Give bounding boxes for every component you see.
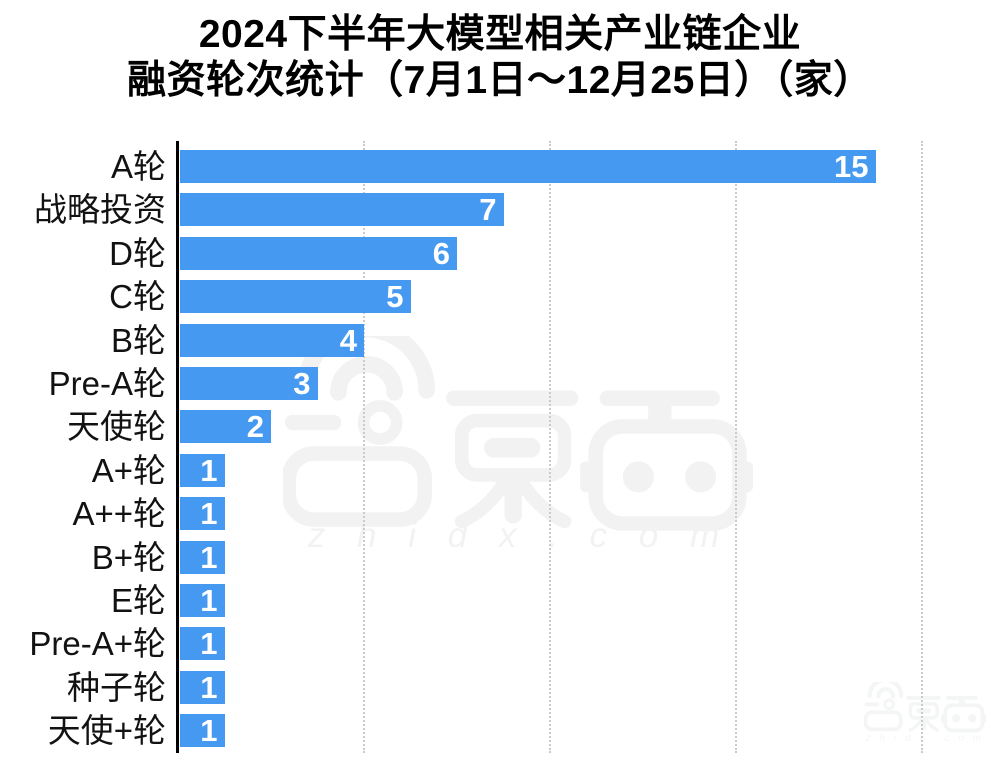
bar-value-label: 15 [834, 149, 869, 184]
bar-value-label: 1 [200, 669, 218, 705]
bar: 1 [180, 496, 225, 532]
bar-value-label: 2 [246, 409, 264, 445]
bar-row: A轮 15 [0, 145, 1000, 188]
category-label: A+轮 [91, 451, 166, 489]
bar-row: B轮 4 [0, 319, 1000, 362]
category-label: C轮 [109, 278, 166, 316]
bar-value-label: 1 [200, 452, 218, 488]
category-label: 战略投资 [34, 191, 166, 229]
bar-chart-plot-area: A轮 15 战略投资 7 D轮 6 C轮 5 B轮 4 Pre-A轮 3 天使轮 2 A+轮 1 A++轮 1 B+… [0, 141, 1000, 753]
chart-title: 2024下半年大模型相关产业链企业 融资轮次统计（7月1日～12月25日）（家） [0, 12, 1000, 104]
bar-value-label: 1 [200, 539, 218, 575]
category-label: B轮 [110, 321, 166, 359]
category-label: 天使轮 [67, 408, 166, 446]
bar: 7 [180, 192, 504, 228]
category-label: 种子轮 [67, 668, 166, 706]
bar: 1 [180, 583, 225, 618]
bar: 15 [180, 149, 876, 184]
bar-row: C轮 5 [0, 275, 1000, 318]
bar-value-label: 6 [432, 235, 450, 271]
bar-row: E轮 1 [0, 579, 1000, 622]
bar: 3 [180, 366, 318, 401]
bar-row: A++轮 1 [0, 492, 1000, 535]
bar: 4 [180, 322, 364, 358]
bar: 1 [180, 669, 225, 705]
category-label: D轮 [109, 234, 166, 272]
chart-title-line2: 融资轮次统计（7月1日～12月25日）（家） [127, 59, 873, 102]
bar-value-label: 7 [479, 192, 497, 228]
bar-value-label: 1 [200, 496, 218, 532]
bar-value-label: 5 [386, 279, 404, 315]
bar-row: 战略投资 7 [0, 188, 1000, 231]
bar-row: 天使+轮 1 [0, 709, 1000, 752]
bar-row: Pre-A轮 3 [0, 362, 1000, 405]
chart-title-line1: 2024下半年大模型相关产业链企业 [198, 13, 802, 56]
category-label: B+轮 [91, 538, 166, 576]
bar-value-label: 1 [200, 583, 218, 618]
category-label: A++轮 [72, 495, 166, 533]
bar-row: B+轮 1 [0, 536, 1000, 579]
bar: 6 [180, 235, 457, 271]
bar: 1 [180, 452, 225, 488]
bar-row: Pre-A+轮 1 [0, 622, 1000, 665]
x-gridline [734, 141, 737, 753]
bar-row: 天使轮 2 [0, 405, 1000, 448]
watermark-domain-text: z h i d x . c o m [307, 516, 731, 555]
bar: 2 [180, 409, 271, 445]
category-label: Pre-A+轮 [29, 625, 166, 663]
corner-watermark-domain-text: z h i d x . c o m [865, 733, 985, 744]
y-axis-line [176, 141, 179, 753]
category-label: A轮 [110, 148, 166, 185]
bar-value-label: 1 [200, 626, 218, 662]
bar-row: A+轮 1 [0, 449, 1000, 492]
bar: 1 [180, 539, 225, 575]
bar: 1 [180, 713, 225, 749]
bar-value-label: 3 [293, 366, 311, 401]
x-gridline [362, 141, 365, 753]
category-label: E轮 [110, 582, 166, 619]
category-label: 天使+轮 [47, 712, 166, 750]
x-gridline [920, 141, 923, 753]
x-gridline [548, 141, 551, 753]
bar-value-label: 4 [339, 322, 357, 358]
bar-value-label: 1 [200, 713, 218, 749]
bar: 1 [180, 626, 225, 662]
bar-row: 种子轮 1 [0, 666, 1000, 709]
bar-row: D轮 6 [0, 232, 1000, 275]
category-label: Pre-A轮 [48, 365, 166, 402]
bar: 5 [180, 279, 411, 315]
